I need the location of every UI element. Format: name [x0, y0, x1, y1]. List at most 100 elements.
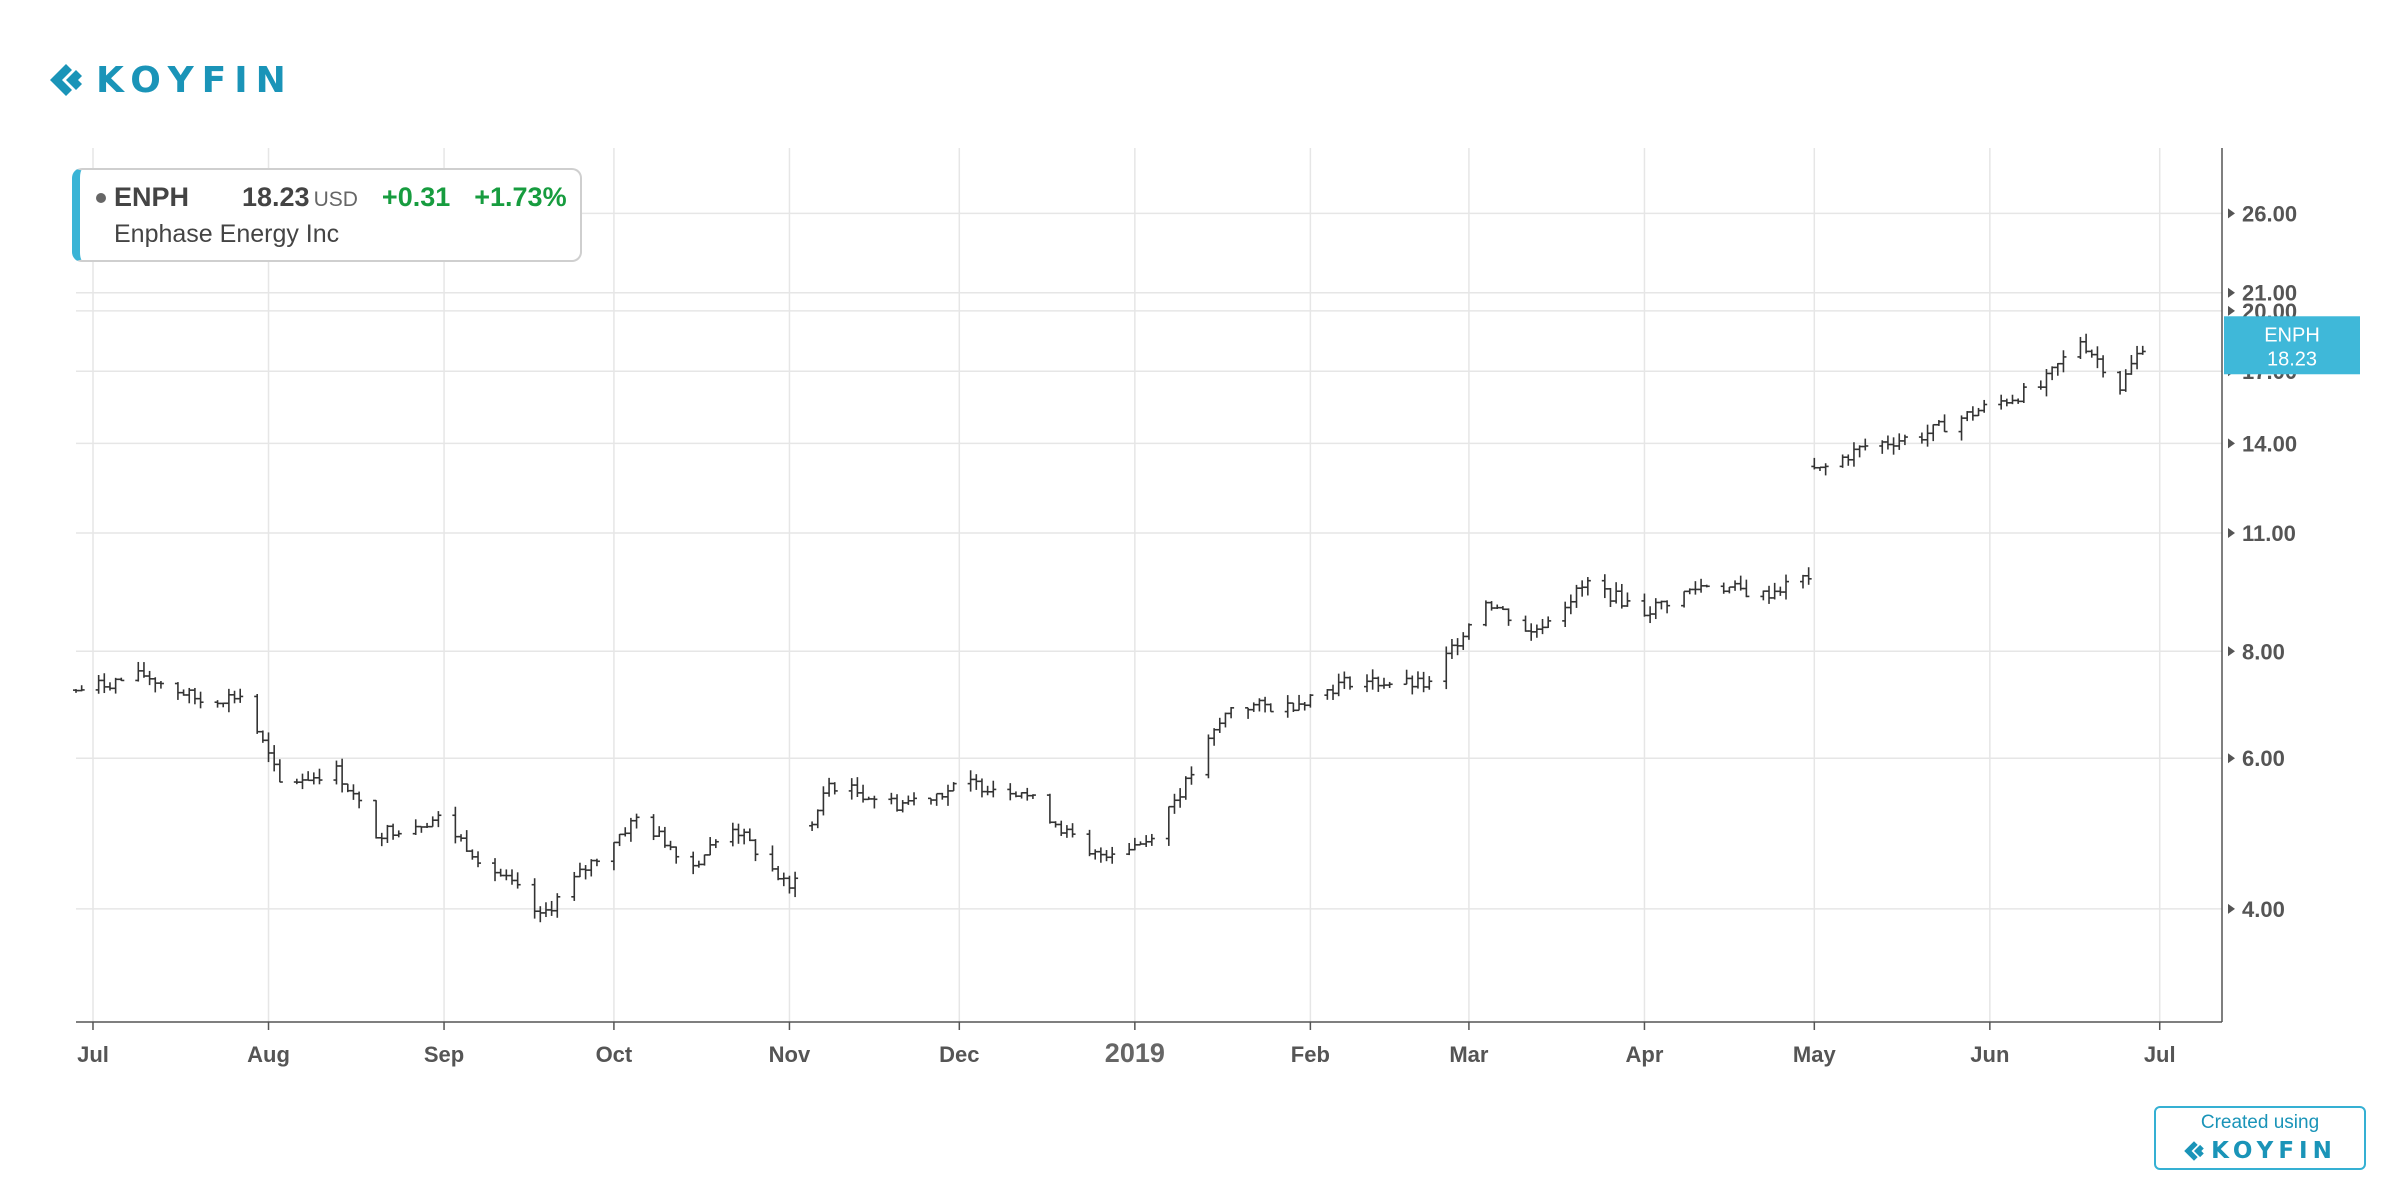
ohlc-bar [1171, 793, 1178, 814]
ohlc-bar [1686, 588, 1693, 595]
ohlc-bar [1692, 581, 1699, 595]
ohlc-bar [593, 858, 600, 867]
last-price-marker-value: 18.23 [2267, 348, 2317, 370]
ohlc-bar [1647, 606, 1654, 624]
ohlc-bar [1488, 601, 1495, 611]
ohlc-bar [1324, 688, 1331, 700]
created-using-badge[interactable]: Created using KOYFIN [2154, 1106, 2366, 1170]
ohlc-bar [950, 782, 957, 792]
y-tick-marker [2228, 646, 2235, 657]
ohlc-bar [848, 778, 855, 800]
ohlc-bar [2009, 394, 2016, 405]
ohlc-bars [73, 333, 2146, 923]
ohlc-bar [1969, 406, 1976, 421]
ohlc-bar [1448, 639, 1455, 659]
ohlc-bar [2122, 369, 2129, 392]
ohlc-bar [1262, 696, 1269, 713]
ohlc-bar [616, 833, 623, 847]
ohlc-bar [1494, 604, 1501, 610]
ohlc-bar [1426, 676, 1433, 690]
ohlc-bar [769, 845, 776, 872]
ohlc-bar [650, 814, 657, 841]
ohlc-bar [180, 689, 187, 696]
ohlc-bar [254, 694, 261, 734]
ohlc-bar [1409, 675, 1416, 695]
ohlc-bar [384, 824, 391, 843]
ohlc-bar [1465, 623, 1472, 640]
ohlc-bar [1783, 574, 1790, 600]
ohlc-bar [1103, 850, 1110, 862]
ticker-symbol[interactable]: ENPH [114, 182, 190, 212]
ohlc-bar [735, 823, 742, 844]
koyfin-chevron-logo-icon [2184, 1141, 2204, 1161]
ohlc-bar [412, 819, 419, 835]
y-tick-marker [2228, 753, 2235, 764]
x-tick-label: Mar [1449, 1042, 1489, 1067]
ohlc-bar [1205, 734, 1212, 779]
ohlc-bar [1046, 793, 1053, 824]
ohlc-bar [1301, 701, 1308, 711]
ohlc-bar [333, 760, 340, 785]
ohlc-bar [1822, 463, 1829, 476]
x-tick-label: Feb [1291, 1042, 1330, 1067]
ohlc-bar [197, 691, 204, 709]
ohlc-bar [350, 784, 357, 800]
ohlc-bar [2134, 345, 2141, 370]
ohlc-bar [1618, 583, 1625, 609]
ohlc-bar [673, 846, 680, 864]
ohlc-bar [214, 700, 221, 708]
ohlc-bar [1703, 584, 1710, 588]
x-tick-label: Jul [2144, 1042, 2176, 1067]
x-tick-label: Jul [77, 1042, 109, 1067]
ohlc-bar [1539, 618, 1546, 635]
ohlc-bar [1267, 703, 1274, 713]
ohlc-bar [2139, 345, 2146, 355]
currency: USD [313, 188, 358, 211]
ohlc-bar [424, 822, 431, 828]
ohlc-bar [101, 673, 108, 694]
ohlc-bar [1375, 676, 1382, 692]
ohlc-bar [1460, 632, 1467, 650]
ohlc-bar [1363, 674, 1370, 693]
ohlc-bar [633, 813, 640, 829]
ohlc-bar [1443, 646, 1450, 690]
ohlc-bar [390, 823, 397, 840]
y-tick-label: 26.00 [2242, 201, 2297, 226]
ohlc-bar [429, 816, 436, 828]
ohlc-bar [1188, 766, 1195, 785]
ohlc-bar [1941, 414, 1948, 433]
ohlc-bar [1732, 580, 1739, 591]
x-tick-label: May [1793, 1042, 1837, 1067]
ohlc-bar [310, 772, 317, 785]
ohlc-bar [95, 675, 102, 694]
ohlc-bar [1930, 423, 1937, 442]
ohlc-bar [1613, 582, 1620, 604]
koyfin-logo[interactable]: KOYFIN [48, 58, 294, 102]
y-tick-label: 6.00 [2242, 746, 2285, 771]
ohlc-bar [1347, 676, 1354, 690]
ohlc-bar [2117, 371, 2124, 395]
ohlc-bar [1052, 821, 1059, 828]
ohlc-bar [1839, 454, 1846, 468]
ohlc-bar [1658, 600, 1665, 610]
ohlc-bar [661, 826, 668, 848]
ohlc-bar [752, 839, 759, 862]
ohlc-bar [780, 872, 787, 887]
ohlc-bar [1086, 829, 1093, 857]
ohlc-bar [2077, 336, 2084, 359]
ohlc-bar [1698, 578, 1705, 593]
ohlc-bar [316, 768, 323, 785]
ohlc-bar [814, 809, 821, 829]
ohlc-bar [1845, 454, 1852, 466]
ohlc-bar [1805, 567, 1812, 585]
ohlc-bar [2054, 362, 2061, 376]
axes: 26.0021.0020.0017.0014.0011.008.006.004.… [76, 148, 2360, 1068]
ohlc-bar [508, 869, 515, 885]
koyfin-chevron-logo-icon [50, 64, 82, 96]
ohlc-bar [1307, 694, 1314, 708]
ohlc-bar [186, 687, 193, 704]
ohlc-bar [1720, 582, 1727, 594]
ohlc-bar [2020, 383, 2027, 404]
ohlc-bar [786, 875, 793, 894]
